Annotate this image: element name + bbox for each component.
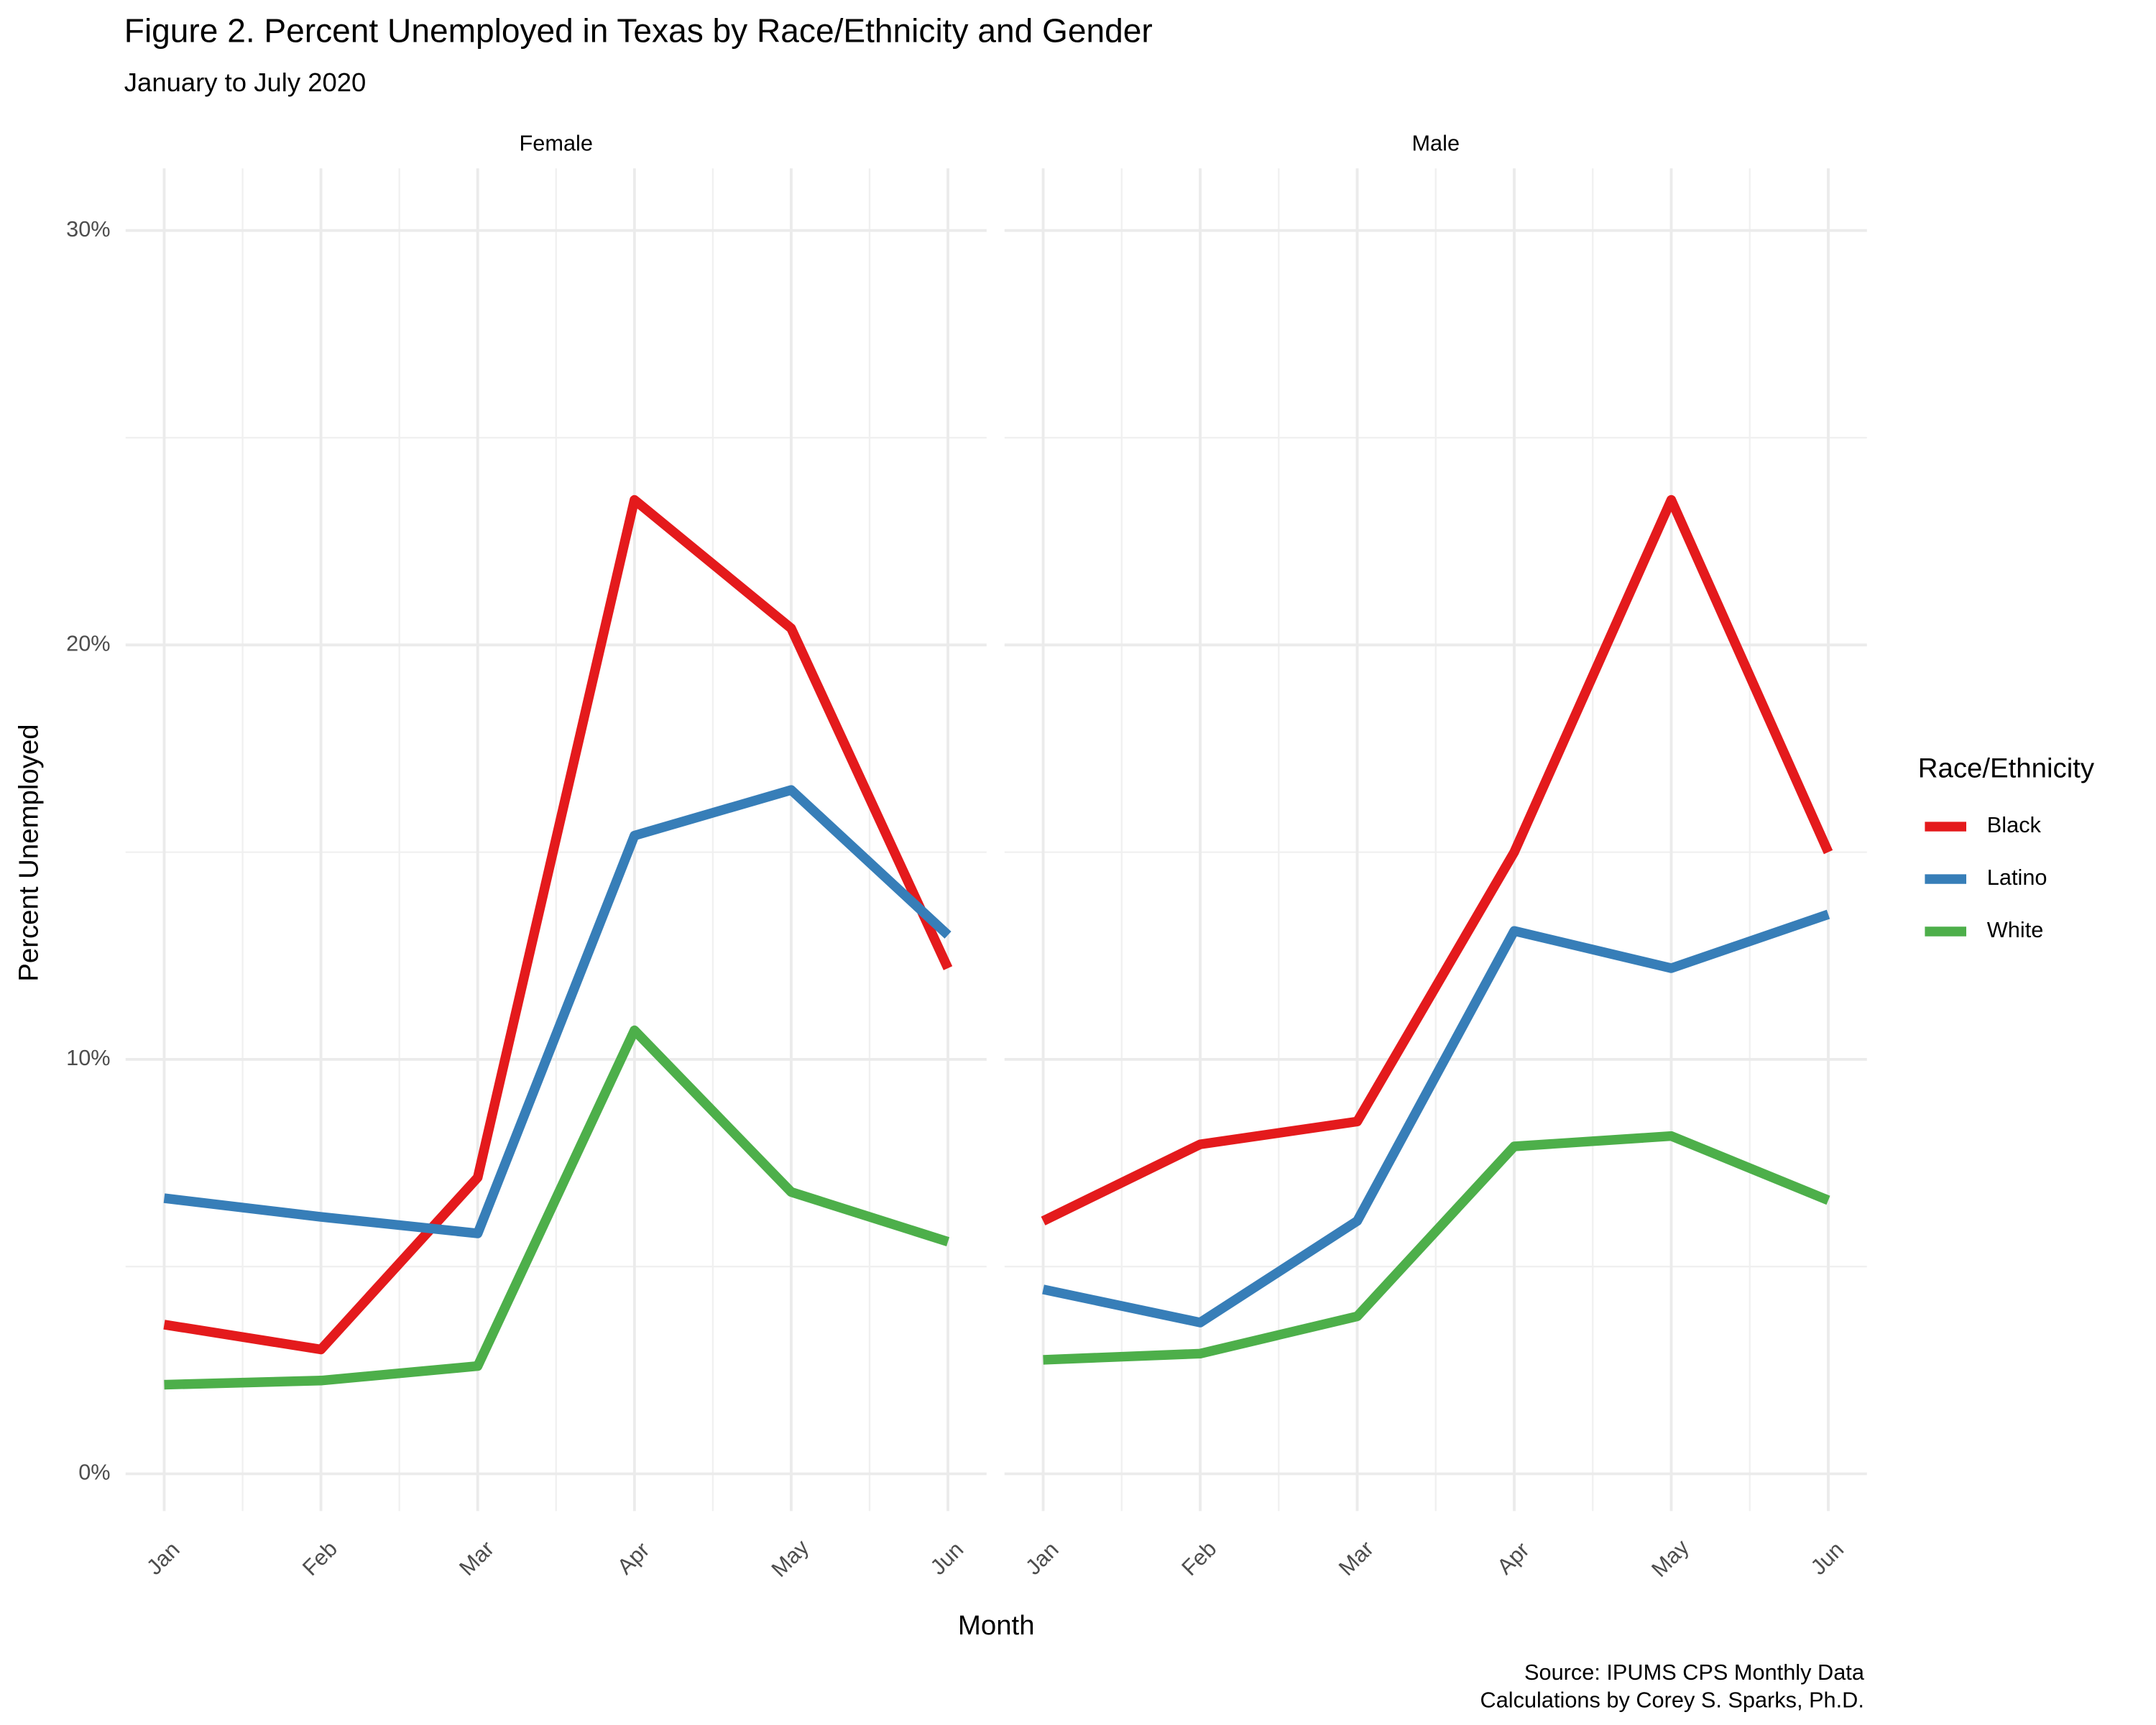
y-axis-label: Percent Unemployed [13,724,44,981]
y-tick-label: 20% [66,630,110,656]
chart-title: Figure 2. Percent Unemployed in Texas by… [124,12,1153,49]
x-axis-label: Month [958,1610,1035,1641]
legend-label: Black [1987,812,2042,837]
line [163,494,953,1355]
line [164,1025,950,1390]
line [1042,909,1830,1328]
facet-label: Female [520,131,593,156]
caption: Calculations by Corey S. Sparks, Ph.D. [1480,1687,1864,1712]
chart-subtitle: January to July 2020 [124,68,367,97]
y-tick-label: 30% [66,216,110,242]
legend-title: Race/Ethnicity [1918,753,2095,784]
line [1041,494,1833,1225]
y-tick-label: 0% [78,1460,110,1485]
caption: Source: IPUMS CPS Monthly Data [1524,1660,1865,1685]
line [163,785,952,1238]
facet-label: Male [1411,131,1460,156]
line [1043,1131,1830,1365]
legend-label: Latino [1987,865,2047,890]
legend-label: White [1987,917,2044,942]
y-tick-label: 10% [66,1045,110,1070]
